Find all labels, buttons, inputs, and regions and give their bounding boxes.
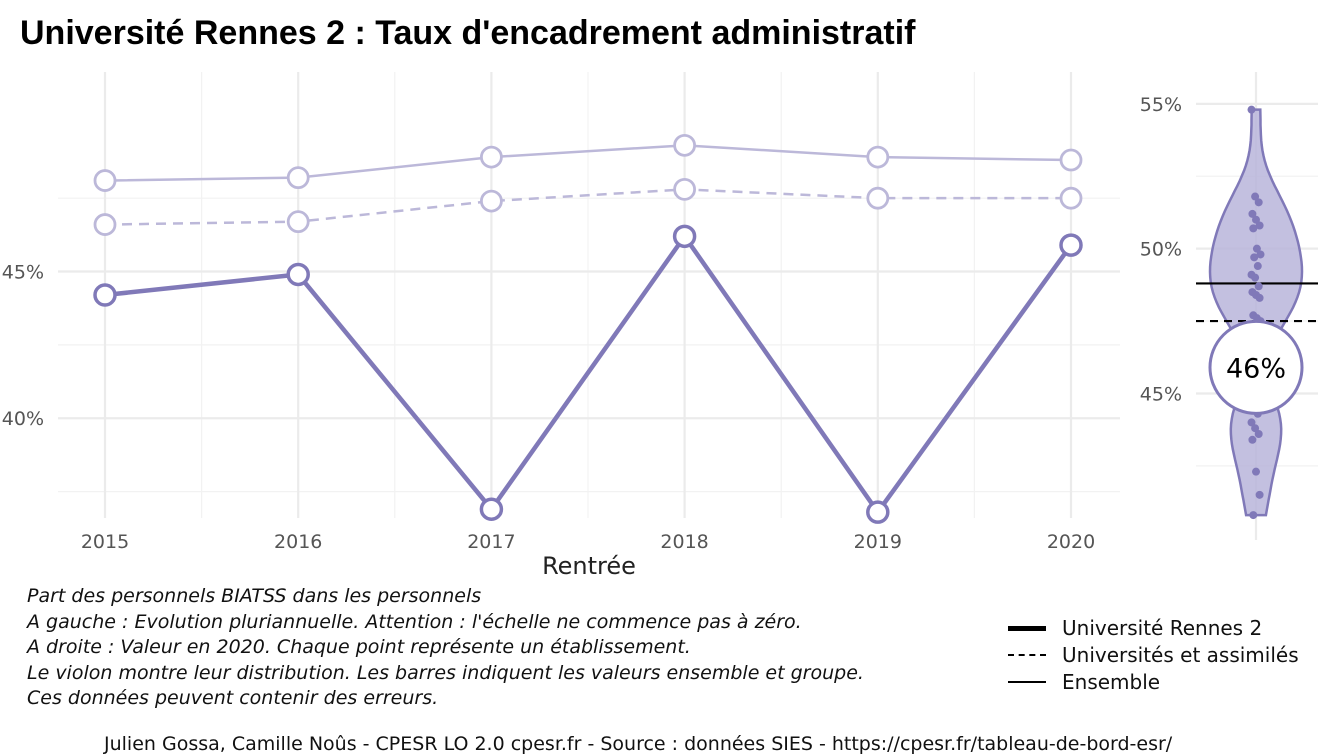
violin-point (1252, 244, 1261, 253)
y-tick-label: 45% (2, 262, 44, 284)
x-tick-label: 2017 (467, 531, 515, 553)
data-point-dashed (866, 186, 890, 210)
caption-line: A gauche : Evolution pluriannuelle. Atte… (27, 610, 802, 633)
violin-point (1252, 215, 1260, 224)
data-point-dashed (286, 210, 310, 234)
data-point-thick (866, 500, 890, 524)
violin-point (1248, 435, 1257, 444)
data-point-thick (479, 497, 504, 521)
data-point-thick (93, 283, 117, 307)
data-point-dashed (93, 213, 117, 236)
violin-point (1252, 467, 1260, 476)
legend-key-thick (1006, 623, 1046, 633)
legend-item-universite: Université Rennes 2 (1006, 614, 1299, 641)
series-line-thick (104, 234, 1073, 515)
legend-label: Ensemble (1062, 669, 1161, 694)
caption-line: Part des personnels BIATSS dans les pers… (27, 585, 482, 607)
series-line-dashed (104, 188, 1071, 226)
x-tick-label: 2015 (81, 531, 129, 553)
violin-panel: 45% 50% 55% 46% (1140, 72, 1318, 540)
legend-key-dashed (1006, 650, 1046, 660)
violin-point (1254, 282, 1263, 291)
violin-point (1255, 221, 1264, 230)
legend-item-ensemble: Ensemble (1006, 668, 1299, 695)
data-point-thick (672, 224, 697, 249)
violin-point (1254, 198, 1263, 207)
violin-y-tick-label: 55% (1140, 94, 1182, 116)
violin-point (1249, 224, 1258, 233)
violin-point (1256, 250, 1265, 259)
series-line-thin (104, 144, 1072, 182)
caption-line: Le violon montre leur distribution. Les … (27, 661, 864, 684)
violin-point (1249, 511, 1258, 520)
data-point-dashed (673, 177, 696, 201)
caption-line: Ces données peuvent contenir des erreurs… (27, 687, 439, 709)
legend-label: Université Rennes 2 (1062, 615, 1263, 640)
x-tick-label: 2019 (854, 531, 902, 553)
data-point-dashed (479, 189, 503, 213)
value-label: 46% (1226, 353, 1286, 384)
violin-point (1255, 293, 1264, 302)
legend: Université Rennes 2 Universités et assim… (1006, 614, 1299, 695)
legend-item-universites: Universités et assimilés (1006, 641, 1299, 668)
chart-title: Université Rennes 2 : Taux d'encadrement… (20, 14, 916, 52)
data-point-thin (286, 166, 310, 190)
data-point-thin (479, 145, 503, 169)
violin-point (1251, 424, 1260, 433)
legend-label: Universités et assimilés (1062, 642, 1299, 667)
data-point-thin (866, 145, 890, 169)
violin-point (1254, 430, 1263, 439)
y-tick-label: 40% (2, 408, 44, 430)
data-point-thin (93, 169, 117, 192)
violin-point (1247, 418, 1256, 427)
violin-point (1247, 105, 1256, 114)
violin-point (1251, 273, 1260, 282)
x-tick-label: 2018 (660, 531, 708, 553)
line-panel: 40% 45% 2015 2016 2017 2018 2019 2020 Rentrée (2, 72, 1120, 580)
data-point-thick (1059, 233, 1083, 257)
violin-point (1253, 262, 1262, 271)
x-tick-label: 2016 (274, 531, 322, 553)
data-point-thin (1059, 148, 1083, 172)
violin-point (1255, 490, 1264, 499)
data-point-thick (286, 262, 310, 287)
data-point-thin (673, 133, 696, 157)
violin-point (1248, 209, 1257, 218)
data-point-dashed (1059, 186, 1083, 210)
violin-point (1250, 253, 1259, 262)
caption: Part des personnels BIATSS dans les pers… (27, 584, 864, 712)
violin-y-tick-label: 50% (1140, 239, 1182, 261)
value-circle (1208, 319, 1304, 415)
x-axis-label: Rentrée (542, 552, 636, 580)
violin-y-tick-label: 45% (1140, 383, 1182, 405)
violin-point (1251, 192, 1260, 201)
legend-key-thin (1006, 677, 1046, 687)
x-tick-label: 2020 (1047, 531, 1095, 553)
caption-line: A droite : Valeur en 2020. Chaque point … (27, 636, 691, 658)
source-caption: Julien Gossa, Camille Noûs - CPESR LO 2.… (104, 733, 1173, 755)
